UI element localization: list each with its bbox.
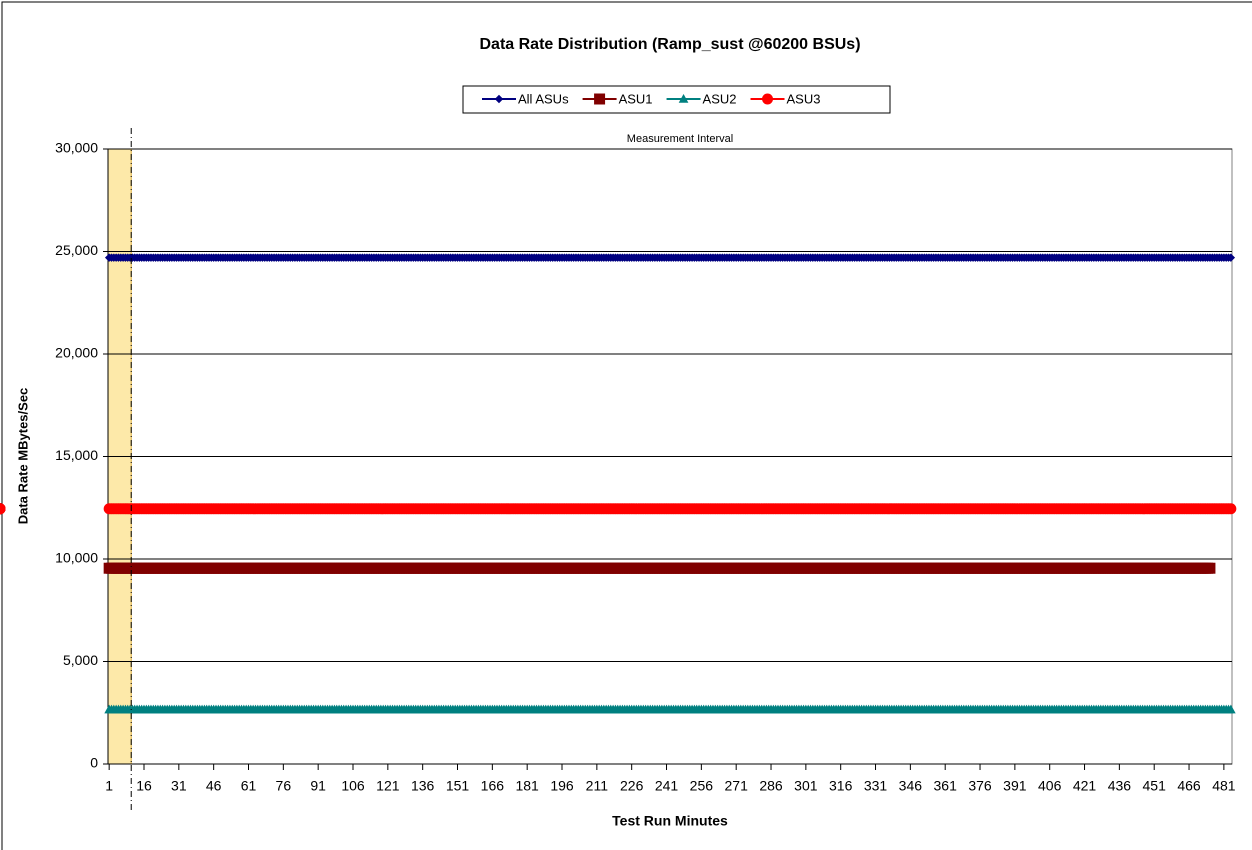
x-tick-label: 346 <box>899 778 923 794</box>
marker <box>0 503 6 515</box>
y-tick-label: 10,000 <box>55 550 98 566</box>
y-tick-label: 15,000 <box>55 447 98 463</box>
series <box>106 253 1236 262</box>
x-tick-label: 331 <box>864 778 888 794</box>
x-tick-label: 376 <box>968 778 992 794</box>
x-tick-label: 271 <box>725 778 749 794</box>
marker <box>1204 562 1216 574</box>
x-tick-label: 136 <box>411 778 435 794</box>
y-tick-label: 30,000 <box>55 140 98 156</box>
x-tick-label: 211 <box>586 778 609 794</box>
x-tick-label: 256 <box>690 778 714 794</box>
y-tick-label: 25,000 <box>55 242 98 258</box>
x-tick-label: 451 <box>1143 778 1167 794</box>
x-tick-label: 406 <box>1038 778 1062 794</box>
x-axis-title: Test Run Minutes <box>612 813 728 829</box>
x-tick-label: 1 <box>105 778 113 794</box>
x-tick-label: 391 <box>1003 778 1027 794</box>
annotation: Measurement Interval <box>627 133 733 145</box>
x-tick-label: 316 <box>829 778 853 794</box>
x-tick-label: 196 <box>550 778 574 794</box>
x-tick-label: 181 <box>515 778 539 794</box>
x-tick-label: 421 <box>1073 778 1097 794</box>
x-tick-label: 361 <box>934 778 958 794</box>
marker <box>1226 253 1236 262</box>
marker <box>1225 503 1237 515</box>
y-tick-label: 20,000 <box>55 345 98 361</box>
series <box>105 704 1236 714</box>
y-tick-label: 0 <box>90 755 98 771</box>
x-tick-label: 91 <box>310 778 326 794</box>
x-tick-label: 481 <box>1212 778 1236 794</box>
x-tick-label: 16 <box>136 778 152 794</box>
legend-label: ASU1 <box>619 91 653 106</box>
x-tick-label: 241 <box>655 778 679 794</box>
chart-title: Data Rate Distribution (Ramp_sust @60200… <box>479 36 860 53</box>
x-tick-label: 286 <box>759 778 783 794</box>
x-tick-label: 301 <box>794 778 818 794</box>
marker <box>494 94 504 104</box>
x-tick-label: 151 <box>446 778 470 794</box>
series <box>103 562 1216 574</box>
marker <box>762 93 774 105</box>
x-tick-label: 46 <box>206 778 222 794</box>
marker <box>678 93 689 103</box>
x-tick-label: 226 <box>620 778 644 794</box>
x-tick-label: 76 <box>276 778 292 794</box>
x-tick-label: 436 <box>1108 778 1132 794</box>
x-tick-label: 121 <box>376 778 400 794</box>
marker <box>1225 704 1236 714</box>
x-tick-label: 31 <box>171 778 187 794</box>
legend-label: ASU3 <box>787 91 821 106</box>
series <box>0 503 1237 515</box>
x-tick-label: 166 <box>481 778 505 794</box>
marker <box>594 93 606 105</box>
y-tick-label: 5,000 <box>63 652 98 668</box>
x-tick-label: 106 <box>341 778 365 794</box>
legend-label: All ASUs <box>518 91 569 106</box>
y-axis-title: Data Rate MBytes/Sec <box>15 388 30 525</box>
x-tick-label: 466 <box>1177 778 1201 794</box>
legend-label: ASU2 <box>703 91 737 106</box>
x-tick-label: 61 <box>241 778 257 794</box>
